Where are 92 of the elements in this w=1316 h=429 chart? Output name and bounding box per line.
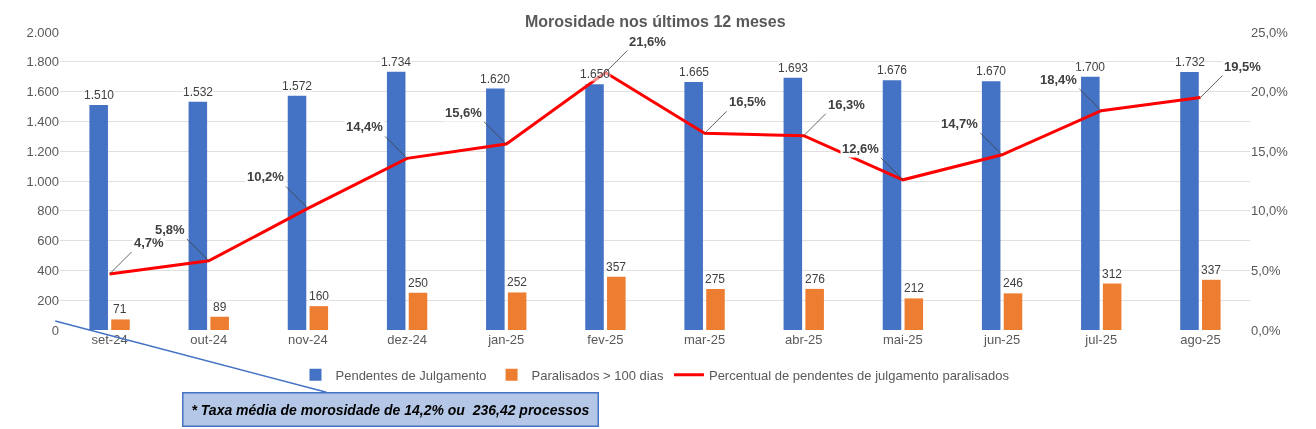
bar <box>287 95 307 330</box>
bar <box>188 101 208 330</box>
data-label: 16,5% <box>729 94 767 109</box>
bar <box>1102 283 1122 330</box>
x-tick-label: jan-25 <box>487 332 525 347</box>
y-tick-label: 2.000 <box>26 24 59 40</box>
chart-title: Morosidade nos últimos 12 meses <box>525 13 786 30</box>
data-label: 4,7% <box>134 235 165 250</box>
data-label: 16,3% <box>828 97 866 112</box>
x-tick-label: abr-25 <box>784 332 823 347</box>
bar <box>684 81 703 330</box>
data-label: 1.620 <box>480 72 511 86</box>
data-label: 250 <box>408 276 429 290</box>
bar <box>1003 293 1023 330</box>
bar <box>111 319 130 330</box>
data-label: 252 <box>507 275 528 289</box>
legend-label: Pendentes de Julgamento <box>335 367 487 383</box>
bar <box>805 288 824 330</box>
data-label: 15,6% <box>445 105 483 120</box>
bar <box>981 81 1001 330</box>
data-label: 212 <box>904 281 925 295</box>
data-label: 1.732 <box>1175 55 1206 69</box>
data-label: 1.665 <box>679 65 710 79</box>
x-tick-label: jul-25 <box>1084 332 1118 347</box>
bar <box>1180 71 1199 330</box>
bar <box>904 298 924 330</box>
data-label: 21,6% <box>629 34 667 49</box>
x-tick-label: fev-25 <box>587 332 624 347</box>
data-label: 160 <box>309 289 330 303</box>
bar <box>706 289 725 330</box>
data-label: 1.510 <box>84 88 115 102</box>
x-tick-label: jun-25 <box>983 332 1021 347</box>
bar <box>486 88 505 330</box>
y2-tick-label: 10,0% <box>1251 203 1289 219</box>
bar <box>585 84 604 330</box>
data-label: 1.700 <box>1075 60 1106 74</box>
y-tick-label: 200 <box>37 292 59 308</box>
data-label: 18,4% <box>1040 72 1078 87</box>
bar <box>386 71 406 330</box>
data-label: 357 <box>606 260 627 274</box>
legend-label: Percentual de pendentes de julgamento paralisados <box>708 367 1010 383</box>
y2-tick-label: 0,0% <box>1251 322 1282 338</box>
y-tick-label: 600 <box>37 233 59 249</box>
bar <box>408 292 428 330</box>
bar <box>507 292 527 330</box>
data-label: 12,6% <box>842 141 880 156</box>
bar <box>309 306 329 330</box>
y-tick-label: 1.000 <box>26 173 59 189</box>
data-label: 14,7% <box>941 116 979 131</box>
data-label: 1.676 <box>877 63 908 77</box>
text: * Taxa média de morosidade de 14,2% ou 236,42 processos <box>191 401 590 418</box>
x-tick-label: out-24 <box>190 332 228 347</box>
bar <box>607 276 626 330</box>
y2-tick-label: 25,0% <box>1251 24 1289 40</box>
y2-tick-label: 20,0% <box>1251 84 1289 100</box>
bar <box>1081 76 1100 330</box>
data-label: 1.670 <box>976 64 1007 78</box>
data-label: 275 <box>705 272 726 286</box>
y-tick-label: 1.200 <box>26 143 59 159</box>
data-label: 71 <box>113 302 127 316</box>
data-label: 1.693 <box>778 61 809 75</box>
bar <box>783 77 803 330</box>
data-label: 14,4% <box>346 119 384 134</box>
y-tick-label: 0 <box>51 322 59 338</box>
data-label: 19,5% <box>1224 59 1262 74</box>
bar <box>1202 279 1221 330</box>
y-tick-label: 400 <box>37 262 59 278</box>
bar <box>210 316 229 330</box>
data-label: 246 <box>1003 276 1024 290</box>
y-tick-label: 1.600 <box>26 84 59 100</box>
data-label: 337 <box>1201 263 1222 277</box>
y-tick-label: 1.800 <box>26 54 59 70</box>
x-tick-label: mai-25 <box>883 332 923 347</box>
y-tick-label: 800 <box>37 203 59 219</box>
data-label: 276 <box>805 272 826 286</box>
data-label: 312 <box>1102 267 1123 281</box>
data-label: 1.734 <box>381 55 412 69</box>
data-label: 1.572 <box>282 79 313 93</box>
x-tick-label: mar-25 <box>683 332 726 347</box>
x-tick-label: set-24 <box>91 332 128 347</box>
data-label: 1.532 <box>183 85 214 99</box>
y2-tick-label: 5,0% <box>1251 262 1282 278</box>
data-label: 10,2% <box>247 169 285 184</box>
x-tick-label: dez-24 <box>387 332 427 347</box>
data-label: 89 <box>213 300 227 314</box>
data-label: 5,8% <box>155 222 186 237</box>
y2-tick-label: 15,0% <box>1251 143 1289 159</box>
bar <box>882 80 902 330</box>
x-tick-label: nov-24 <box>288 332 328 347</box>
y-tick-label: 1.400 <box>26 113 59 129</box>
x-tick-label: ago-25 <box>1180 332 1221 347</box>
legend-label: Paralisados > 100 dias <box>531 367 664 383</box>
